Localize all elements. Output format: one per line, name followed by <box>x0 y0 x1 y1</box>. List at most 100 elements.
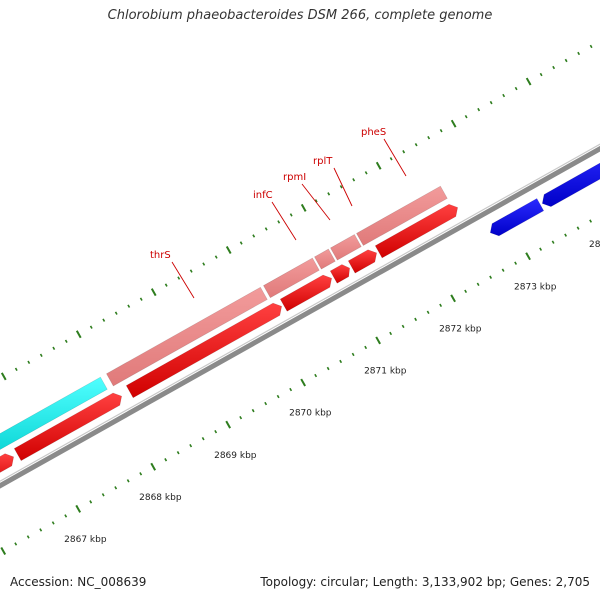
minor-tick <box>401 324 405 329</box>
minor-tick <box>39 353 43 358</box>
minor-tick <box>327 192 331 196</box>
minor-tick <box>277 220 281 224</box>
minor-tick <box>189 269 193 273</box>
minor-tick <box>64 514 68 518</box>
minor-tick <box>276 394 280 399</box>
minor-tick <box>139 472 143 476</box>
major-tick <box>525 77 532 86</box>
minor-tick <box>27 360 31 365</box>
minor-tick <box>476 282 480 286</box>
minor-tick <box>414 143 418 147</box>
gene-pink-rplT <box>330 234 362 261</box>
kbp-scale-labels: 2867 kbp 2868 kbp 2869 kbp 2870 kbp 2871 kbp… <box>64 240 600 545</box>
gene-red-thrS <box>125 302 283 399</box>
gene-red-rplT <box>347 249 378 274</box>
minor-tick <box>326 366 330 371</box>
minor-tick <box>501 268 505 272</box>
minor-tick <box>576 226 580 230</box>
minor-tick <box>339 185 343 189</box>
gene-label-thrS: thrS <box>150 250 171 261</box>
minor-tick <box>64 339 68 343</box>
map-title: Chlorobium phaeobacteroides DSM 266, com… <box>107 8 493 23</box>
minor-tick <box>264 227 268 231</box>
gene-labels: thrS infC rpmI rplT pheS <box>150 127 386 261</box>
minor-tick <box>489 275 493 279</box>
minor-tick <box>314 199 318 203</box>
minor-tick <box>164 458 168 462</box>
minor-tick <box>126 479 130 483</box>
minor-tick <box>164 283 168 287</box>
minor-tick <box>89 500 93 504</box>
major-tick <box>150 462 157 471</box>
gene-pink-infC <box>263 257 320 299</box>
minor-tick <box>51 521 55 525</box>
gene-red-1 <box>0 453 15 473</box>
major-tick <box>225 246 232 254</box>
label-leader-line <box>271 201 297 241</box>
minor-tick <box>177 276 181 280</box>
minor-tick <box>414 317 418 322</box>
minor-tick <box>101 493 105 497</box>
minor-tick <box>26 535 30 539</box>
inner-tick-ring <box>0 219 593 555</box>
minor-tick <box>289 387 293 392</box>
accession-text: Accession: NC_008639 <box>10 575 147 589</box>
gene-blue-2 <box>541 162 600 207</box>
major-tick <box>450 294 456 303</box>
label-leader-line <box>171 261 195 299</box>
minor-tick <box>52 346 56 350</box>
gene-red-rpmI <box>329 264 350 284</box>
minor-tick <box>351 352 355 357</box>
major-tick <box>375 336 381 345</box>
major-tick <box>525 252 531 261</box>
minor-tick <box>439 303 443 308</box>
minor-tick <box>389 331 393 336</box>
major-tick <box>375 161 382 170</box>
gene-blue-1 <box>489 198 545 237</box>
minor-tick <box>114 486 118 490</box>
minor-tick <box>214 429 218 434</box>
minor-tick <box>89 325 93 329</box>
label-leader-line <box>301 183 331 221</box>
major-tick <box>0 547 7 555</box>
kbp-label: 2872 kbp <box>439 324 482 334</box>
major-tick <box>225 420 232 429</box>
minor-tick <box>264 401 268 406</box>
minor-tick <box>539 72 543 77</box>
minor-tick <box>239 241 243 245</box>
kbp-label: 2868 kbp <box>139 493 182 503</box>
minor-tick <box>364 171 368 175</box>
minor-tick <box>14 367 18 372</box>
major-tick <box>300 203 307 212</box>
minor-tick <box>464 289 468 293</box>
major-tick <box>75 330 82 339</box>
minor-tick <box>439 128 443 133</box>
minor-tick <box>139 297 143 301</box>
gene-label-infC: infC <box>253 190 273 201</box>
kbp-label: 2867 kbp <box>64 535 107 545</box>
major-tick <box>150 288 157 297</box>
gene-cyan-1 <box>0 376 108 450</box>
minor-tick <box>364 345 368 350</box>
minor-tick <box>464 114 468 119</box>
minor-tick <box>564 233 568 237</box>
minor-tick <box>314 373 318 378</box>
minor-tick <box>239 415 243 420</box>
kbp-label: 2869 kbp <box>214 451 257 461</box>
major-tick <box>75 504 82 513</box>
minor-tick <box>564 58 568 63</box>
minor-tick <box>502 93 506 98</box>
minor-tick <box>252 234 256 238</box>
kbp-label: 2870 kbp <box>289 409 332 419</box>
minor-tick <box>114 311 118 315</box>
gene-label-pheS: pheS <box>361 127 386 138</box>
minor-tick <box>427 136 431 140</box>
minor-tick <box>102 318 106 322</box>
genome-stats-text: Topology: circular; Length: 3,133,902 bp… <box>260 575 590 589</box>
minor-tick <box>589 219 593 223</box>
minor-tick <box>552 65 556 70</box>
minor-tick <box>127 304 131 308</box>
minor-tick <box>402 150 406 154</box>
minor-tick <box>201 436 205 441</box>
